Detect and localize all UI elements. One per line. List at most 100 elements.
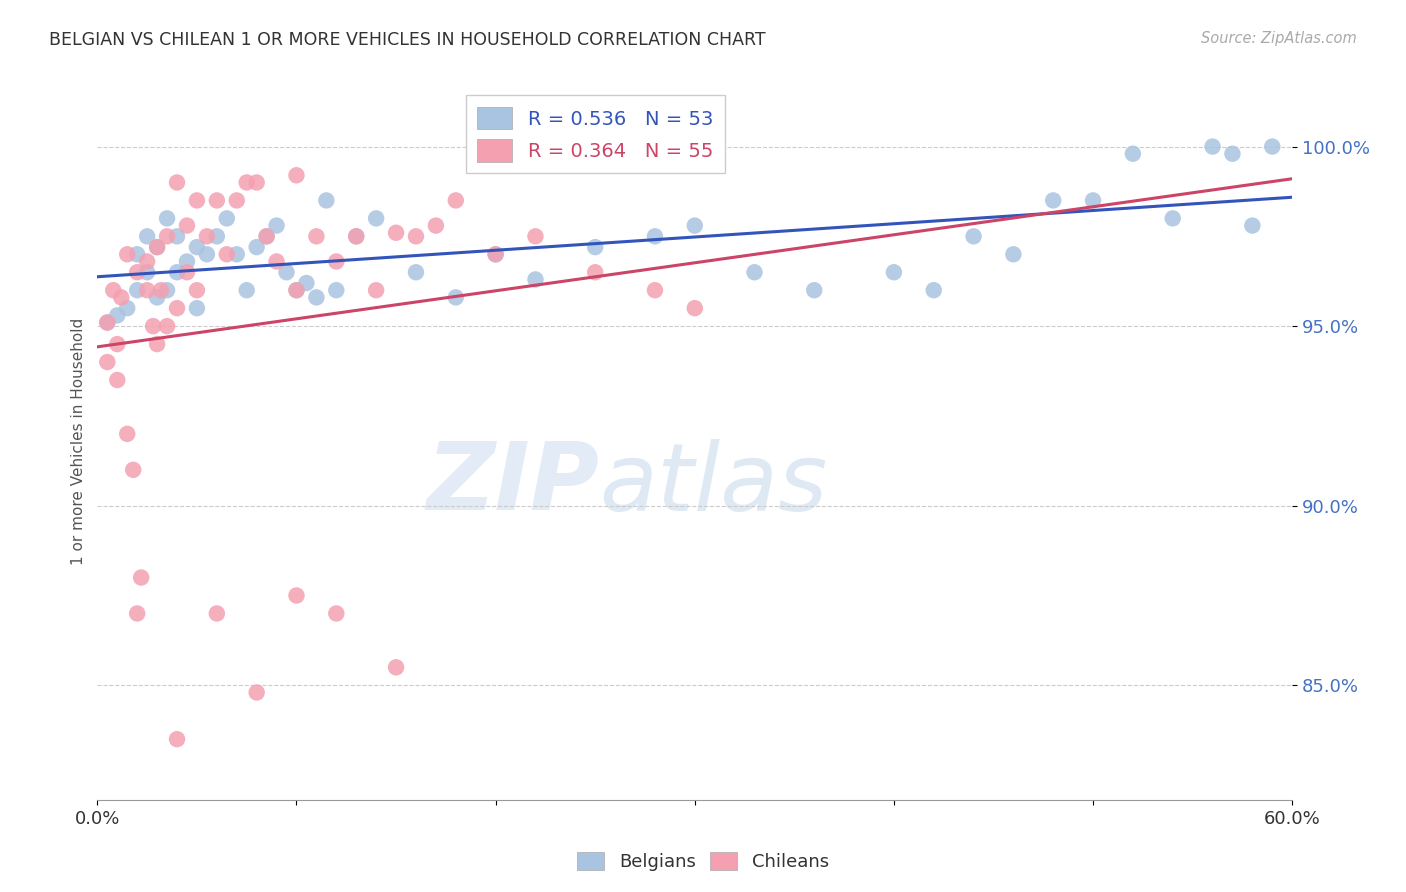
Point bbox=[1081, 194, 1104, 208]
Point bbox=[146, 240, 169, 254]
Point bbox=[225, 247, 247, 261]
Point bbox=[962, 229, 984, 244]
Point bbox=[285, 283, 308, 297]
Point bbox=[366, 283, 388, 297]
Point bbox=[156, 283, 179, 297]
Text: Source: ZipAtlas.com: Source: ZipAtlas.com bbox=[1201, 31, 1357, 46]
Point bbox=[96, 316, 118, 330]
Point bbox=[385, 660, 408, 674]
Point bbox=[315, 194, 337, 208]
Point bbox=[105, 309, 128, 323]
Point bbox=[205, 229, 228, 244]
Point bbox=[186, 283, 208, 297]
Point bbox=[803, 283, 825, 297]
Point bbox=[276, 265, 298, 279]
Point bbox=[1122, 146, 1144, 161]
Point bbox=[583, 240, 606, 254]
Point bbox=[325, 283, 347, 297]
Point bbox=[583, 265, 606, 279]
Point bbox=[103, 283, 125, 297]
Point bbox=[136, 283, 159, 297]
Point bbox=[96, 355, 118, 369]
Point bbox=[215, 211, 238, 226]
Point bbox=[166, 732, 188, 747]
Point bbox=[127, 247, 149, 261]
Point bbox=[142, 319, 165, 334]
Point bbox=[225, 194, 247, 208]
Point bbox=[524, 272, 547, 286]
Point bbox=[156, 229, 179, 244]
Point bbox=[146, 337, 169, 351]
Point bbox=[385, 226, 408, 240]
Point bbox=[166, 229, 188, 244]
Point bbox=[235, 176, 257, 190]
Point bbox=[186, 301, 208, 315]
Point bbox=[524, 229, 547, 244]
Point bbox=[166, 176, 188, 190]
Point bbox=[146, 240, 169, 254]
Point bbox=[136, 229, 159, 244]
Point bbox=[305, 290, 328, 304]
Point bbox=[127, 265, 149, 279]
Point bbox=[344, 229, 367, 244]
Point bbox=[195, 229, 218, 244]
Point bbox=[150, 283, 173, 297]
Point bbox=[176, 265, 198, 279]
Point bbox=[205, 607, 228, 621]
Point bbox=[744, 265, 766, 279]
Point bbox=[1222, 146, 1244, 161]
Point bbox=[146, 290, 169, 304]
Point bbox=[1161, 211, 1184, 226]
Point bbox=[266, 254, 288, 268]
Point bbox=[1261, 139, 1284, 153]
Point bbox=[156, 211, 179, 226]
Point bbox=[266, 219, 288, 233]
Point bbox=[129, 570, 152, 584]
Point bbox=[325, 607, 347, 621]
Point bbox=[195, 247, 218, 261]
Point bbox=[485, 247, 508, 261]
Point bbox=[344, 229, 367, 244]
Point bbox=[115, 426, 138, 441]
Point bbox=[105, 373, 128, 387]
Point bbox=[166, 301, 188, 315]
Point bbox=[644, 229, 666, 244]
Point bbox=[285, 169, 308, 183]
Point bbox=[96, 316, 118, 330]
Point bbox=[683, 301, 706, 315]
Point bbox=[166, 265, 188, 279]
Point bbox=[235, 283, 257, 297]
Point bbox=[1201, 139, 1223, 153]
Point bbox=[176, 254, 198, 268]
Point bbox=[444, 194, 467, 208]
Point bbox=[256, 229, 278, 244]
Point bbox=[285, 589, 308, 603]
Point bbox=[405, 229, 427, 244]
Legend: R = 0.536   N = 53, R = 0.364   N = 55: R = 0.536 N = 53, R = 0.364 N = 55 bbox=[465, 95, 724, 173]
Text: atlas: atlas bbox=[599, 439, 828, 530]
Point bbox=[485, 247, 508, 261]
Point bbox=[1241, 219, 1264, 233]
Point bbox=[1042, 194, 1064, 208]
Point bbox=[176, 219, 198, 233]
Point bbox=[215, 247, 238, 261]
Point bbox=[256, 229, 278, 244]
Point bbox=[122, 463, 145, 477]
Text: ZIP: ZIP bbox=[426, 438, 599, 530]
Point bbox=[922, 283, 945, 297]
Point bbox=[295, 276, 318, 290]
Point bbox=[405, 265, 427, 279]
Y-axis label: 1 or more Vehicles in Household: 1 or more Vehicles in Household bbox=[72, 318, 86, 565]
Point bbox=[136, 254, 159, 268]
Point bbox=[115, 301, 138, 315]
Point bbox=[110, 290, 132, 304]
Point bbox=[325, 254, 347, 268]
Point bbox=[156, 319, 179, 334]
Point bbox=[127, 607, 149, 621]
Point bbox=[246, 176, 269, 190]
Point bbox=[305, 229, 328, 244]
Point bbox=[644, 283, 666, 297]
Point bbox=[246, 240, 269, 254]
Point bbox=[186, 194, 208, 208]
Legend: Belgians, Chileans: Belgians, Chileans bbox=[569, 845, 837, 879]
